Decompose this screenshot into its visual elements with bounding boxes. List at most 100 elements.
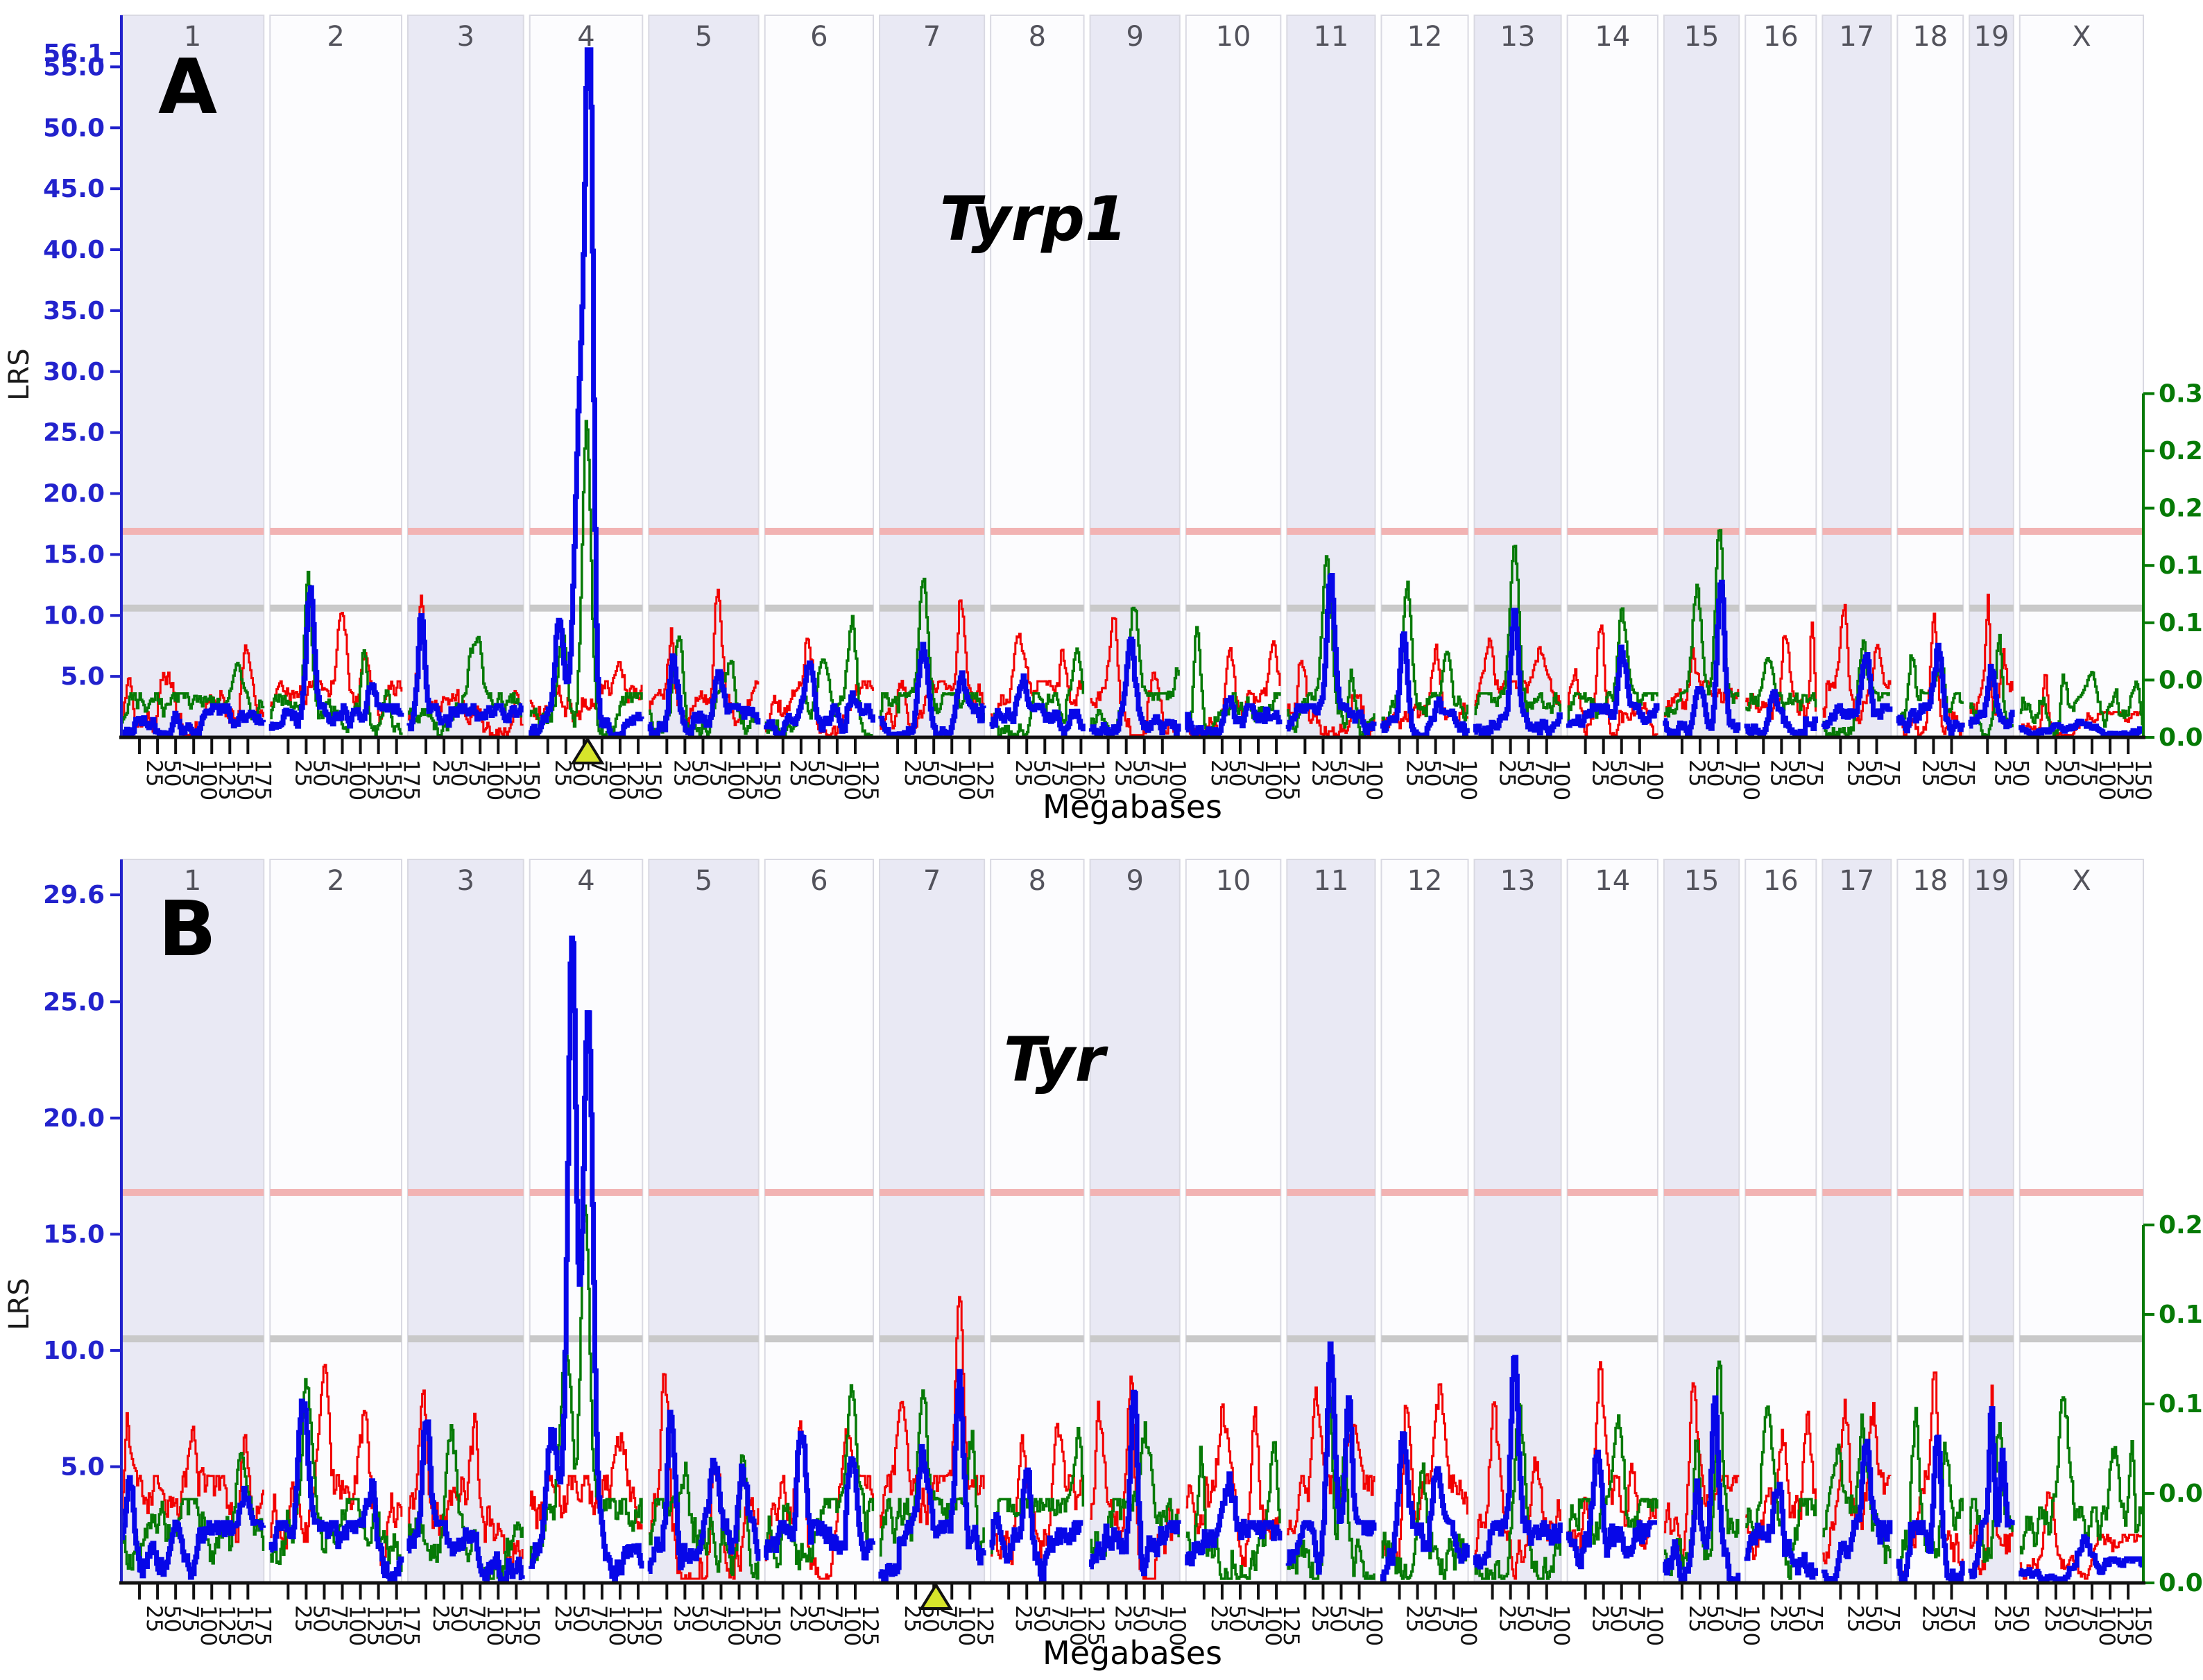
red-effect-trace-chr14: [1567, 1361, 1658, 1550]
right-axis-tick-label: 0.00: [2159, 723, 2203, 752]
x-axis-tick-label: 100: [839, 760, 864, 800]
x-axis-tick-label: 75: [1801, 760, 1826, 787]
x-axis-tick-label: 125: [1083, 760, 1108, 800]
x-axis-tick-label: 150: [381, 1605, 406, 1646]
significant-threshold-chrX: [2019, 1189, 2143, 1197]
significant-threshold-chr7: [880, 1189, 985, 1197]
right-axis-tick-label: 0.05: [2159, 666, 2203, 694]
chromosome-band-5: [648, 15, 760, 738]
x-axis-tick-label: 150: [760, 1605, 785, 1646]
x-axis-tick-label: 75: [1954, 1605, 1979, 1632]
suggestive-threshold-chr6: [764, 1335, 874, 1343]
chromosome-number-9: 9: [1126, 865, 1143, 897]
green-effect-trace-chr13: [1474, 545, 1562, 716]
x-axis-tick-label: 175: [399, 1605, 424, 1646]
chromosome-band-19: [1969, 15, 2014, 738]
x-axis-tick-label: 75: [1242, 760, 1267, 787]
x-axis-tick-label: 50: [160, 760, 185, 787]
chromosome-band-18: [1896, 859, 1964, 1584]
chromosome-band-14: [1566, 15, 1658, 738]
x-axis-tick-label: 25: [142, 1605, 166, 1632]
significant-threshold-chr14: [1567, 527, 1658, 535]
x-axis-tick-label: 25: [1495, 760, 1520, 787]
x-axis-tick-label: 100: [723, 760, 748, 800]
x-axis-tick-label: 50: [1224, 760, 1249, 787]
lrs-trace-chr12: [1380, 631, 1470, 738]
x-axis-tick-label: 50: [160, 1605, 185, 1632]
significant-threshold-chr2: [270, 527, 402, 535]
significant-threshold-chr10: [1185, 1189, 1281, 1197]
suggestive-threshold-chr9: [1090, 1335, 1180, 1343]
x-axis-tick-label: 25: [785, 760, 810, 787]
lrs-trace-chr3: [406, 613, 524, 732]
chromosome-band-1: [121, 859, 265, 1584]
x-axis-tick-label: 25: [1989, 1605, 2014, 1632]
x-axis-tick-label: 75: [178, 1605, 203, 1632]
x-axis-tick-label: 50: [1325, 1605, 1350, 1632]
panel-b-x-axis-label: Megabases: [1043, 1634, 1222, 1672]
chromosome-number-7: 7: [923, 21, 941, 53]
x-axis-tick-label: 50: [1783, 760, 1808, 787]
lrs-trace-chr16: [1744, 1482, 1818, 1580]
significant-threshold-chr9: [1090, 527, 1180, 535]
x-axis-tick-label: 25: [1402, 1605, 1427, 1632]
green-effect-trace-chr14: [1567, 607, 1658, 722]
left-axis-tick-label: 25.0: [43, 988, 105, 1016]
green-effect-trace-chr9: [1090, 1421, 1180, 1561]
x-axis-tick-label: 125: [622, 760, 647, 800]
lrs-trace-chrX: [2018, 1534, 2145, 1582]
x-axis-tick-label: 25: [1307, 1605, 1332, 1632]
chromosome-number-19: 19: [1974, 865, 2009, 897]
suggestive-threshold-chr10: [1185, 604, 1281, 612]
red-effect-trace-chr16: [1745, 1410, 1817, 1561]
x-axis-tick-label: 75: [1047, 1605, 1072, 1632]
x-axis-tick-label: 75: [1801, 1605, 1826, 1632]
x-axis-tick-label: 75: [1531, 1605, 1556, 1632]
x-axis-tick-label: 75: [705, 1605, 730, 1632]
chromosome-number-17: 17: [1839, 865, 1874, 897]
x-axis-tick-label: 75: [586, 1605, 611, 1632]
significant-threshold-chr10: [1185, 527, 1281, 535]
lrs-trace-chr7: [878, 642, 986, 738]
lrs-trace-chr8: [989, 1467, 1083, 1582]
red-effect-trace-chr8: [991, 633, 1083, 725]
significant-threshold-chr4: [529, 527, 643, 535]
x-axis-tick-label: 150: [2130, 760, 2155, 800]
left-axis-tick-label: 25.0: [43, 419, 105, 447]
x-axis-tick-label: 25: [1307, 760, 1332, 787]
x-axis-tick-label: 75: [1720, 1605, 1745, 1632]
red-effect-trace-chr5: [649, 1373, 760, 1580]
significant-threshold-chr12: [1381, 1189, 1468, 1197]
x-axis-tick-label: 25: [2040, 1605, 2065, 1632]
x-axis-tick-label: 150: [518, 760, 543, 800]
chromosome-number-15: 15: [1684, 865, 1720, 897]
green-effect-trace-chr14: [1567, 1414, 1658, 1545]
right-axis-tick-label: 0.10: [2159, 1390, 2203, 1418]
right-axis-tick-label: 0.05: [2159, 1480, 2203, 1508]
x-axis-tick-label: 50: [568, 1605, 593, 1632]
left-axis-tick-label: 20.0: [43, 480, 105, 508]
x-axis-tick-label: 100: [1456, 760, 1481, 800]
x-axis-tick-label: 75: [1954, 760, 1979, 787]
chromosome-number-5: 5: [695, 21, 712, 53]
x-axis-tick-label: 75: [1344, 760, 1369, 787]
lrs-trace-chr5: [647, 653, 761, 738]
x-axis-tick-label: 25: [785, 1605, 810, 1632]
red-effect-trace-chr8: [991, 1423, 1084, 1566]
chromosome-number-5: 5: [695, 865, 712, 897]
red-effect-trace-chr17: [1822, 603, 1892, 725]
lrs-trace-chr5: [647, 1409, 761, 1574]
suggestive-threshold-chr14: [1567, 604, 1658, 612]
x-axis-tick-label: 50: [1936, 760, 1961, 787]
x-axis-tick-label: 50: [687, 1605, 712, 1632]
suggestive-threshold-chr5: [649, 1335, 759, 1343]
significant-threshold-chr8: [991, 1189, 1084, 1197]
chromosome-band-8: [990, 859, 1085, 1584]
x-axis-tick-label: 75: [2076, 1605, 2101, 1632]
x-axis-tick-label: 50: [1420, 760, 1445, 787]
lrs-trace-chr1: [120, 703, 266, 738]
red-effect-trace-chr15: [1663, 1382, 1740, 1567]
lrs-trace-chr13: [1473, 1355, 1563, 1570]
chromosome-band-X: [2018, 15, 2144, 738]
chromosome-band-17: [1821, 15, 1892, 738]
